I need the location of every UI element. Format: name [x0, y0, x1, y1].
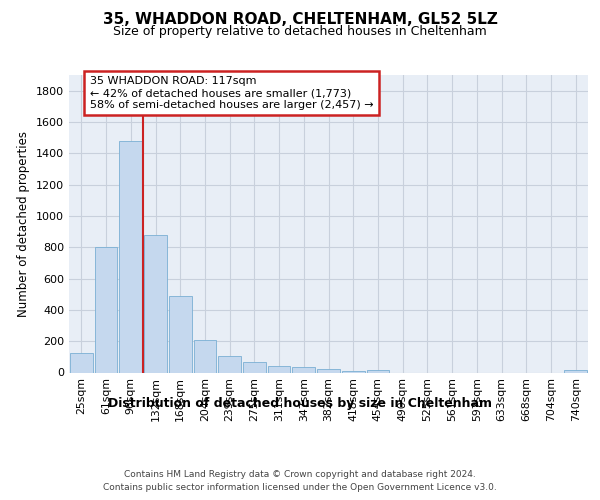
Text: Contains HM Land Registry data © Crown copyright and database right 2024.: Contains HM Land Registry data © Crown c… [124, 470, 476, 479]
Bar [367, 370, 389, 372]
Bar [292, 368, 315, 372]
Text: Contains public sector information licensed under the Open Government Licence v3: Contains public sector information licen… [103, 482, 497, 492]
Bar [70, 353, 93, 372]
Text: 35, WHADDON ROAD, CHELTENHAM, GL52 5LZ: 35, WHADDON ROAD, CHELTENHAM, GL52 5LZ [103, 12, 497, 28]
Bar [342, 371, 365, 372]
Bar [564, 370, 587, 372]
Text: Distribution of detached houses by size in Cheltenham: Distribution of detached houses by size … [108, 398, 492, 410]
Bar [317, 369, 340, 372]
Bar [218, 356, 241, 372]
Bar [119, 141, 142, 372]
Bar [95, 247, 118, 372]
Bar [144, 234, 167, 372]
Bar [169, 296, 191, 372]
Bar [268, 366, 290, 372]
Bar [194, 340, 216, 372]
Y-axis label: Number of detached properties: Number of detached properties [17, 130, 31, 317]
Text: 35 WHADDON ROAD: 117sqm
← 42% of detached houses are smaller (1,773)
58% of semi: 35 WHADDON ROAD: 117sqm ← 42% of detache… [90, 76, 373, 110]
Bar [243, 362, 266, 372]
Text: Size of property relative to detached houses in Cheltenham: Size of property relative to detached ho… [113, 25, 487, 38]
